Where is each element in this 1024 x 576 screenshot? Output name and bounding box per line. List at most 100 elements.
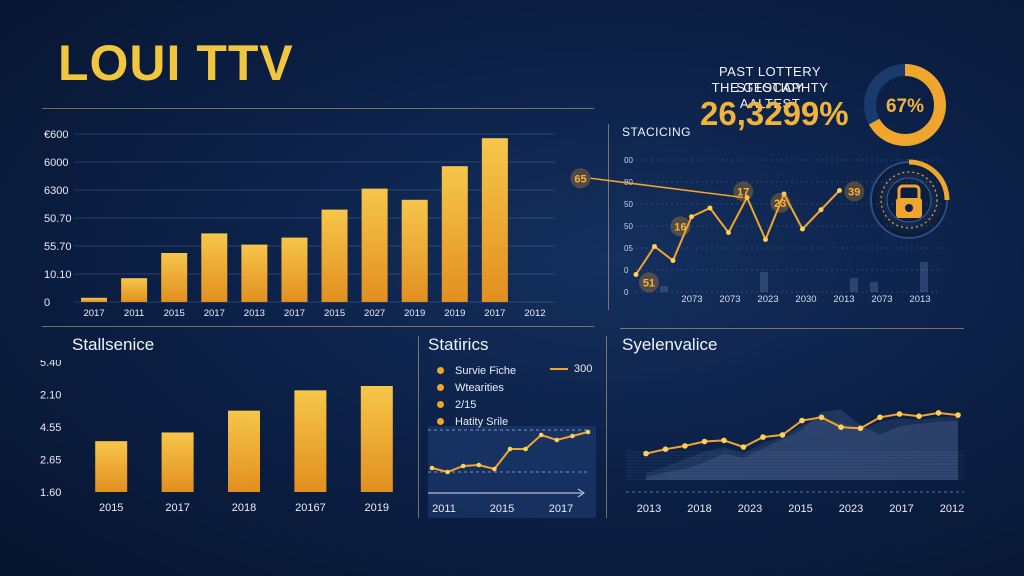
x-tick-label: 2015 [164, 308, 185, 319]
divider-top-right [608, 124, 609, 310]
donut-arc [864, 64, 946, 146]
bottom-right-chart-title: Syelenvalice [622, 335, 718, 354]
y-tick-label: 2.10 [40, 390, 61, 402]
y-tick-label: 0 [624, 288, 629, 297]
x-tick-label: 2015 [324, 308, 345, 319]
x-tick-label: 2018 [687, 503, 711, 515]
data-point [523, 446, 528, 452]
legend-dot [437, 384, 444, 391]
y-tick-label: 0 [44, 297, 50, 309]
x-tick-label: 2023 [839, 503, 863, 515]
bar [401, 199, 428, 302]
data-point [837, 188, 842, 193]
y-tick-label: 6000 [44, 157, 68, 169]
background-bar [850, 278, 858, 292]
y-tick-label: 55.70 [44, 241, 72, 253]
annotation-label: 39 [848, 186, 860, 198]
x-tick-label: 2073 [681, 294, 702, 305]
bar [161, 253, 188, 302]
bar [281, 237, 308, 302]
bar [481, 138, 508, 302]
background-bar [870, 282, 878, 292]
background-area [646, 416, 958, 480]
kpi-value: 26,3299% [700, 95, 849, 132]
legend-dot [437, 367, 444, 374]
section-divider-left [42, 326, 594, 327]
app-title: LOUI TTV [58, 35, 294, 91]
legend-dot [437, 418, 444, 425]
data-point [445, 469, 450, 475]
data-point [554, 437, 560, 443]
x-tick-label: 2015 [788, 503, 812, 515]
annotation-label: 65 [574, 173, 586, 185]
section-divider-right [620, 328, 964, 329]
data-point [585, 429, 591, 435]
data-point [707, 205, 713, 211]
data-point [476, 462, 482, 468]
divider-bottom-mid [606, 336, 607, 518]
data-point [670, 258, 676, 263]
data-point [682, 443, 688, 449]
bar [294, 390, 327, 492]
legend-label: Survie Fiche [455, 364, 517, 377]
y-tick-label: €600 [44, 129, 68, 141]
x-tick-label: 2018 [232, 502, 256, 514]
data-point [781, 191, 787, 197]
data-point [818, 207, 824, 213]
x-tick-label: 2011 [432, 503, 456, 515]
legend-dot [437, 401, 444, 408]
data-point [935, 410, 942, 416]
data-point [877, 414, 883, 421]
x-tick-label: 2017 [165, 502, 189, 514]
legend-series-swatch [550, 368, 568, 370]
bottom-middle-legend: Survie Fiche Wtearities 2/15 Hatity Sril… [437, 362, 516, 430]
y-tick-label: 0 [624, 266, 629, 275]
data-point [643, 450, 649, 457]
main-bar-chart: 0 10.10 55.70 50.70 6300 6000 €600 2017 2011 2015… [44, 129, 555, 319]
annotation-glow [770, 192, 791, 213]
x-tick-label: 20167 [295, 502, 326, 514]
annotation-label: 16 [674, 221, 686, 233]
data-point [760, 434, 766, 440]
x-tick-label: 2027 [364, 308, 385, 319]
y-tick-label: 50 [624, 200, 633, 209]
data-point [662, 446, 669, 452]
x-tick-label: 2013 [833, 294, 854, 305]
bar [361, 188, 388, 302]
x-tick-label: 2013 [244, 308, 265, 319]
y-tick-label: 6300 [44, 185, 68, 197]
kpi-label-line1: PAST LOTTERY STESTICY [718, 64, 822, 95]
bottom-right-line-chart: 2013 2018 2023 2015 2023 2017 2012 [626, 409, 964, 515]
data-point [429, 465, 435, 471]
x-tick-label: 2073 [719, 294, 740, 305]
x-tick-label: 2013 [637, 503, 661, 515]
legend-item: Hatity Srile [437, 413, 516, 430]
data-point [779, 432, 786, 438]
data-point [726, 230, 731, 235]
data-point [570, 433, 575, 439]
x-tick-label: 2015 [99, 502, 123, 514]
x-tick-label: 2011 [124, 308, 144, 319]
background-bar [760, 272, 768, 292]
background-area [646, 409, 958, 480]
annotation-glow [570, 168, 591, 189]
legend-item: Survie Fiche [437, 362, 516, 379]
bottom-middle-chart-title: Statirics [428, 335, 489, 354]
data-point [799, 417, 805, 424]
x-tick-label: 2017 [889, 503, 913, 515]
annotation-label: 23 [774, 198, 786, 210]
data-point [763, 237, 768, 242]
x-tick-label: 2012 [524, 308, 545, 319]
bottom-left-chart-title: Stallsenice [72, 335, 155, 354]
y-tick-label: 50.70 [44, 213, 72, 225]
x-tick-label: 2019 [365, 502, 389, 514]
legend-series: 300 [550, 363, 592, 375]
x-tick-label: 2017 [83, 308, 104, 319]
bar [441, 166, 468, 302]
x-tick-label: 2023 [757, 294, 778, 305]
top-right-line-chart: 0005505080006551161723392073207320232030… [570, 156, 942, 305]
y-tick-label: 4.55 [40, 422, 61, 434]
bar [228, 410, 260, 492]
legend-label: Wtearities [455, 381, 504, 394]
bar [241, 244, 268, 302]
